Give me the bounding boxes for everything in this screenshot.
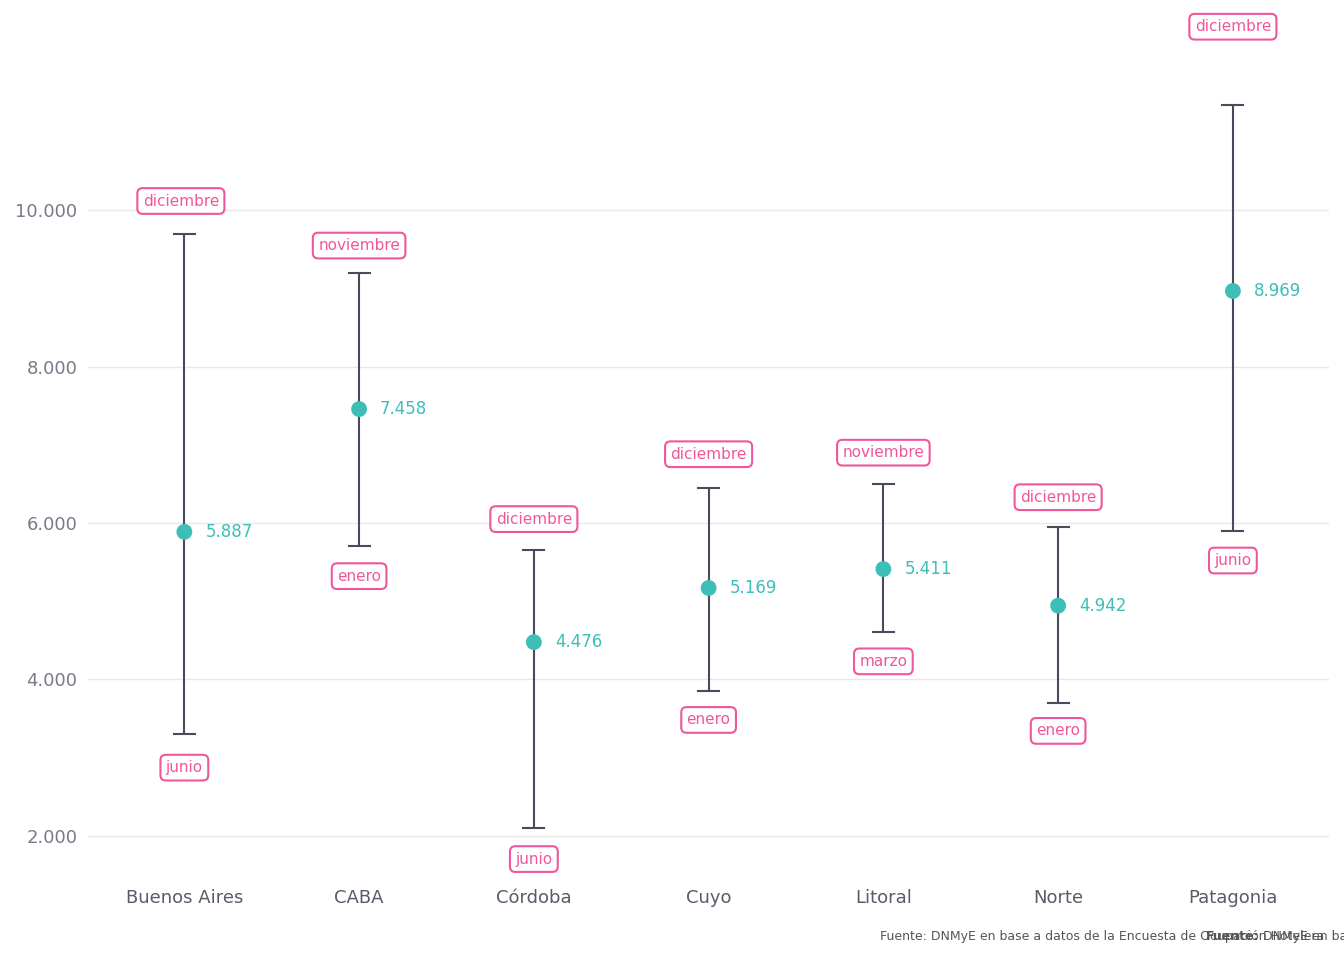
Text: 5.169: 5.169	[730, 579, 777, 597]
Text: junio: junio	[515, 852, 552, 867]
Text: diciembre: diciembre	[1020, 490, 1097, 505]
Text: DNMyE en base a datos de la Encuesta de Ocupación Hotelera: DNMyE en base a datos de la Encuesta de …	[1259, 929, 1344, 943]
Point	[1047, 598, 1068, 613]
Text: 5.411: 5.411	[905, 560, 952, 578]
Text: 7.458: 7.458	[380, 400, 427, 418]
Text: noviembre: noviembre	[319, 238, 401, 253]
Text: noviembre: noviembre	[843, 445, 925, 460]
Point	[698, 580, 719, 595]
Text: 4.942: 4.942	[1079, 597, 1126, 614]
Point	[872, 562, 894, 577]
Point	[348, 401, 370, 417]
Text: 8.969: 8.969	[1254, 282, 1301, 300]
Text: Fuente: DNMyE en base a datos de la Encuesta de Ocupación Hotelera: Fuente: DNMyE en base a datos de la Encu…	[879, 929, 1324, 943]
Text: enero: enero	[1036, 724, 1081, 738]
Text: Fuente:: Fuente:	[1206, 929, 1259, 943]
Text: junio: junio	[1215, 553, 1251, 568]
Point	[1222, 283, 1243, 299]
Text: diciembre: diciembre	[142, 194, 219, 208]
Text: diciembre: diciembre	[1195, 19, 1271, 35]
Point	[173, 524, 195, 540]
Text: enero: enero	[687, 712, 731, 728]
Text: 5.887: 5.887	[206, 523, 253, 540]
Text: diciembre: diciembre	[671, 446, 747, 462]
Point	[523, 635, 544, 650]
Text: diciembre: diciembre	[496, 512, 573, 527]
Text: 4.476: 4.476	[555, 634, 602, 651]
Text: junio: junio	[165, 760, 203, 775]
Text: enero: enero	[337, 568, 382, 584]
Text: marzo: marzo	[859, 654, 907, 669]
